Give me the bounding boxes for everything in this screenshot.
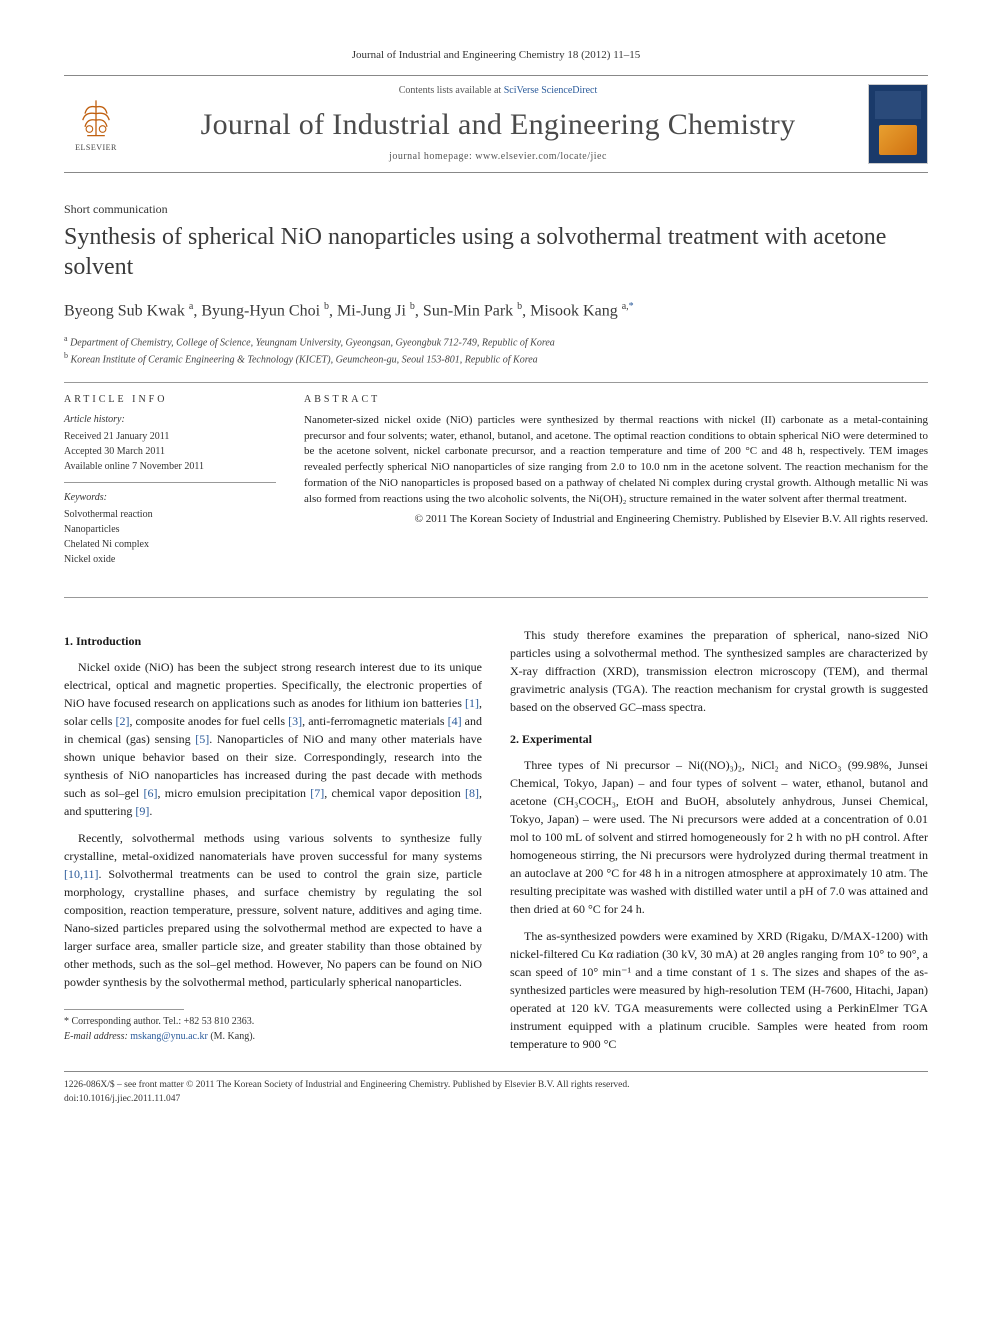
elsevier-tree-icon	[74, 96, 118, 140]
elsevier-logo: ELSEVIER	[64, 88, 128, 160]
body-paragraph: Recently, solvothermal methods using var…	[64, 829, 482, 991]
article-history-label: Article history:	[64, 413, 276, 427]
section-heading-experimental: 2. Experimental	[510, 730, 928, 748]
article-body: 1. Introduction Nickel oxide (NiO) has b…	[64, 626, 928, 1053]
history-line: Accepted 30 March 2011	[64, 444, 276, 459]
body-paragraph: This study therefore examines the prepar…	[510, 626, 928, 716]
keywords-label: Keywords:	[64, 491, 276, 505]
bottom-doi: doi:10.1016/j.jiec.2011.11.047	[64, 1092, 928, 1106]
bottom-rule	[64, 1071, 928, 1072]
article-title: Synthesis of spherical NiO nanoparticles…	[64, 222, 928, 282]
affiliations: a Department of Chemistry, College of Sc…	[64, 333, 928, 368]
abstract-column: ABSTRACT Nanometer-sized nickel oxide (N…	[304, 393, 928, 583]
footnote-separator	[64, 1009, 184, 1010]
abstract-copyright: © 2011 The Korean Society of Industrial …	[304, 512, 928, 528]
body-paragraph: Three types of Ni precursor – Ni((NO)₃)₂…	[510, 756, 928, 918]
article-info-column: ARTICLE INFO Article history: Received 2…	[64, 393, 276, 583]
article-type: Short communication	[64, 201, 928, 218]
sciencedirect-link[interactable]: SciVerse ScienceDirect	[504, 85, 598, 96]
keyword: Nickel oxide	[64, 552, 276, 567]
bottom-copyright: 1226-086X/$ – see front matter © 2011 Th…	[64, 1078, 928, 1092]
publisher-name: ELSEVIER	[75, 142, 117, 153]
masthead: ELSEVIER Contents lists available at Sci…	[64, 75, 928, 173]
abstract-heading: ABSTRACT	[304, 393, 928, 407]
keyword: Solvothermal reaction	[64, 507, 276, 522]
author-list: Byeong Sub Kwak a, Byung-Hyun Choi b, Mi…	[64, 300, 928, 323]
journal-homepage: journal homepage: www.elsevier.com/locat…	[144, 150, 852, 164]
article-info-heading: ARTICLE INFO	[64, 393, 276, 407]
section-heading-introduction: 1. Introduction	[64, 632, 482, 650]
author-email-link[interactable]: mskang@ynu.ac.kr	[130, 1031, 208, 1042]
journal-title: Journal of Industrial and Engineering Ch…	[144, 104, 852, 146]
body-paragraph: The as-synthesized powders were examined…	[510, 927, 928, 1053]
running-header: Journal of Industrial and Engineering Ch…	[64, 48, 928, 63]
keyword: Chelated Ni complex	[64, 537, 276, 552]
history-line: Available online 7 November 2011	[64, 459, 276, 474]
journal-cover-thumbnail	[868, 84, 928, 164]
corresponding-author-footnote: * Corresponding author. Tel.: +82 53 810…	[64, 1014, 482, 1044]
history-line: Received 21 January 2011	[64, 429, 276, 444]
keyword: Nanoparticles	[64, 522, 276, 537]
body-paragraph: Nickel oxide (NiO) has been the subject …	[64, 658, 482, 820]
abstract-text: Nanometer-sized nickel oxide (NiO) parti…	[304, 413, 928, 509]
contents-available: Contents lists available at SciVerse Sci…	[144, 84, 852, 98]
